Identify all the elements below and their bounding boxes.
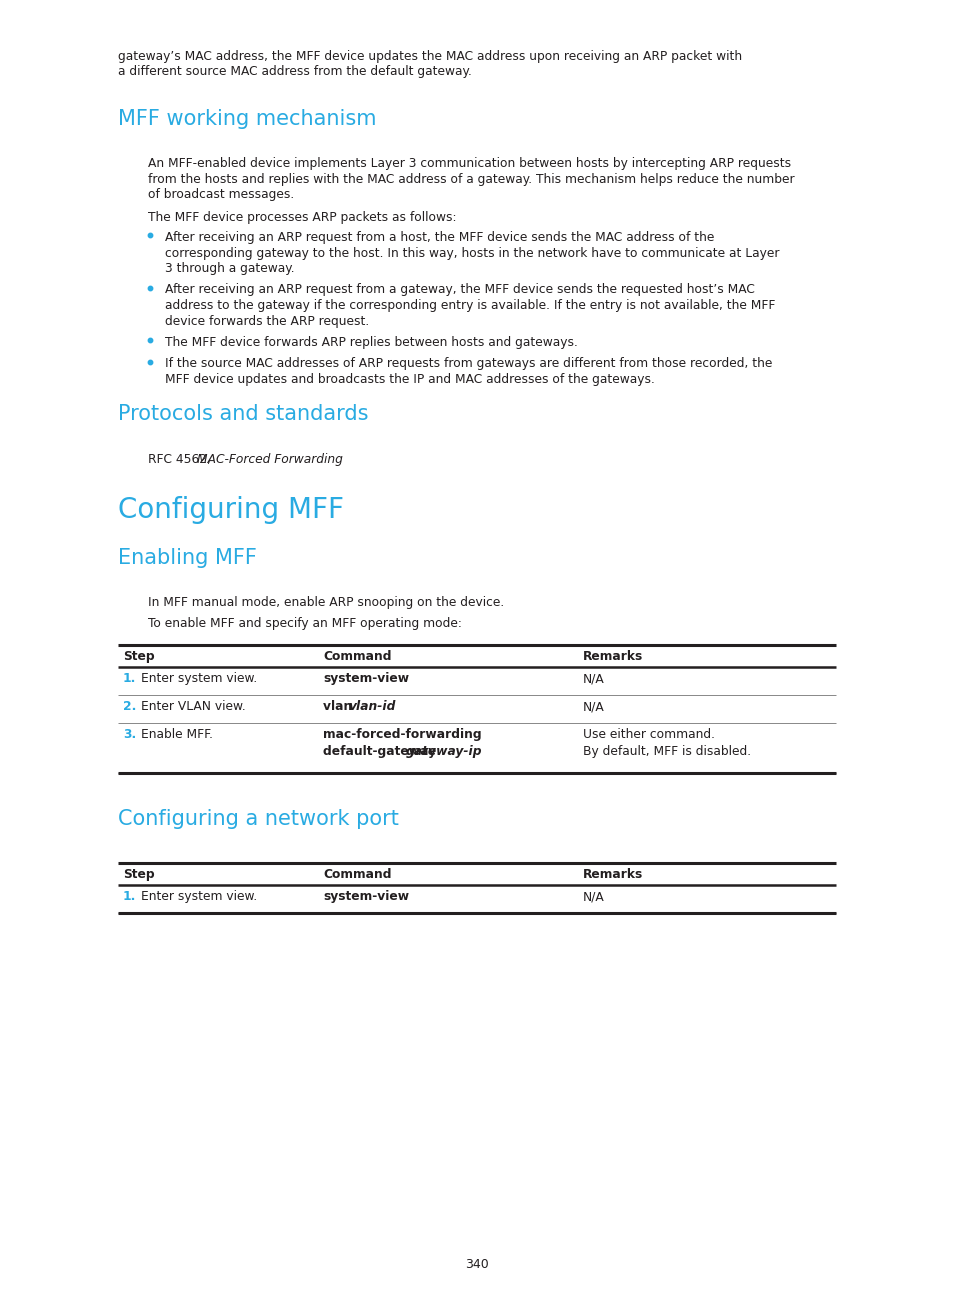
Text: address to the gateway if the corresponding entry is available. If the entry is : address to the gateway if the correspond…	[165, 299, 775, 312]
Text: An MFF-enabled device implements Layer 3 communication between hosts by intercep: An MFF-enabled device implements Layer 3…	[148, 157, 790, 170]
Text: Enter system view.: Enter system view.	[141, 673, 257, 686]
Text: After receiving an ARP request from a host, the MFF device sends the MAC address: After receiving an ARP request from a ho…	[165, 231, 714, 244]
Text: device forwards the ARP request.: device forwards the ARP request.	[165, 315, 369, 328]
Text: The MFF device forwards ARP replies between hosts and gateways.: The MFF device forwards ARP replies betw…	[165, 336, 578, 349]
Text: default-gateway: default-gateway	[323, 744, 440, 757]
Text: 2.: 2.	[123, 700, 136, 713]
Text: Configuring MFF: Configuring MFF	[118, 496, 344, 524]
Text: mac-forced-forwarding: mac-forced-forwarding	[323, 728, 481, 741]
Text: In MFF manual mode, enable ARP snooping on the device.: In MFF manual mode, enable ARP snooping …	[148, 596, 504, 609]
Text: Use either command.: Use either command.	[582, 728, 714, 741]
Text: vlan: vlan	[323, 700, 356, 713]
Text: from the hosts and replies with the MAC address of a gateway. This mechanism hel: from the hosts and replies with the MAC …	[148, 172, 794, 185]
Text: The MFF device processes ARP packets as follows:: The MFF device processes ARP packets as …	[148, 211, 456, 224]
Text: By default, MFF is disabled.: By default, MFF is disabled.	[582, 744, 750, 757]
Text: N/A: N/A	[582, 700, 604, 713]
Text: gateway’s MAC address, the MFF device updates the MAC address upon receiving an : gateway’s MAC address, the MFF device up…	[118, 51, 741, 64]
Text: of broadcast messages.: of broadcast messages.	[148, 188, 294, 201]
Text: Enable MFF.: Enable MFF.	[141, 728, 213, 741]
Text: 3.: 3.	[123, 728, 136, 741]
Text: system-view: system-view	[323, 890, 409, 903]
Text: 1.: 1.	[123, 890, 136, 903]
Text: Enter VLAN view.: Enter VLAN view.	[141, 700, 246, 713]
Text: If the source MAC addresses of ARP requests from gateways are different from tho: If the source MAC addresses of ARP reque…	[165, 358, 772, 371]
Text: Remarks: Remarks	[582, 651, 642, 664]
Text: After receiving an ARP request from a gateway, the MFF device sends the requeste: After receiving an ARP request from a ga…	[165, 284, 754, 297]
Text: Step: Step	[123, 868, 154, 881]
Text: N/A: N/A	[582, 673, 604, 686]
Text: Command: Command	[323, 868, 391, 881]
Text: RFC 4562,: RFC 4562,	[148, 452, 214, 465]
Text: MFF device updates and broadcasts the IP and MAC addresses of the gateways.: MFF device updates and broadcasts the IP…	[165, 373, 654, 386]
Text: 1.: 1.	[123, 673, 136, 686]
Text: Step: Step	[123, 651, 154, 664]
Text: Command: Command	[323, 651, 391, 664]
Text: 3 through a gateway.: 3 through a gateway.	[165, 262, 294, 275]
Text: MFF working mechanism: MFF working mechanism	[118, 109, 376, 130]
Text: Enabling MFF: Enabling MFF	[118, 548, 256, 568]
Text: N/A: N/A	[582, 890, 604, 903]
Text: system-view: system-view	[323, 673, 409, 686]
Text: Remarks: Remarks	[582, 868, 642, 881]
Text: To enable MFF and specify an MFF operating mode:: To enable MFF and specify an MFF operati…	[148, 617, 461, 630]
Text: gateway-ip: gateway-ip	[406, 744, 482, 757]
Text: 340: 340	[465, 1258, 488, 1271]
Text: Protocols and standards: Protocols and standards	[118, 404, 368, 425]
Text: a different source MAC address from the default gateway.: a different source MAC address from the …	[118, 66, 472, 79]
Text: corresponding gateway to the host. In this way, hosts in the network have to com: corresponding gateway to the host. In th…	[165, 246, 779, 259]
Text: Configuring a network port: Configuring a network port	[118, 809, 398, 829]
Text: vlan-id: vlan-id	[348, 700, 395, 713]
Text: Enter system view.: Enter system view.	[141, 890, 257, 903]
Text: MAC-Forced Forwarding: MAC-Forced Forwarding	[196, 452, 342, 465]
